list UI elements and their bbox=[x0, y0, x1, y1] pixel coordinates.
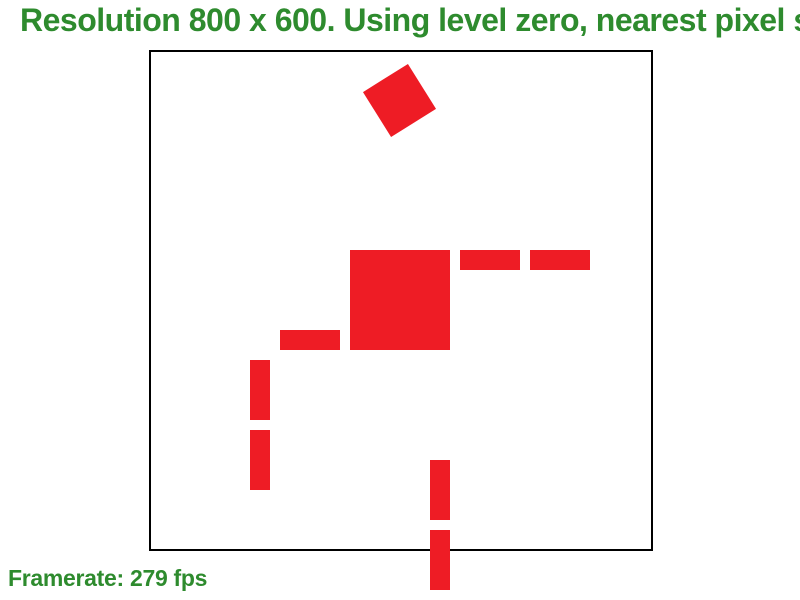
horizontal-bar-left bbox=[280, 330, 340, 350]
horizontal-bar-right-2 bbox=[530, 250, 590, 270]
vertical-bar-bottom-2 bbox=[430, 530, 450, 590]
vertical-bar-bottom-1 bbox=[430, 460, 450, 520]
center-square bbox=[350, 250, 450, 350]
resolution-title: Resolution 800 x 600. Using level zero, … bbox=[20, 2, 800, 38]
framerate-label: Framerate: 279 fps bbox=[8, 565, 208, 591]
horizontal-bar-right-1 bbox=[460, 250, 520, 270]
vertical-bar-left-2 bbox=[250, 430, 270, 490]
vertical-bar-left-1 bbox=[250, 360, 270, 420]
